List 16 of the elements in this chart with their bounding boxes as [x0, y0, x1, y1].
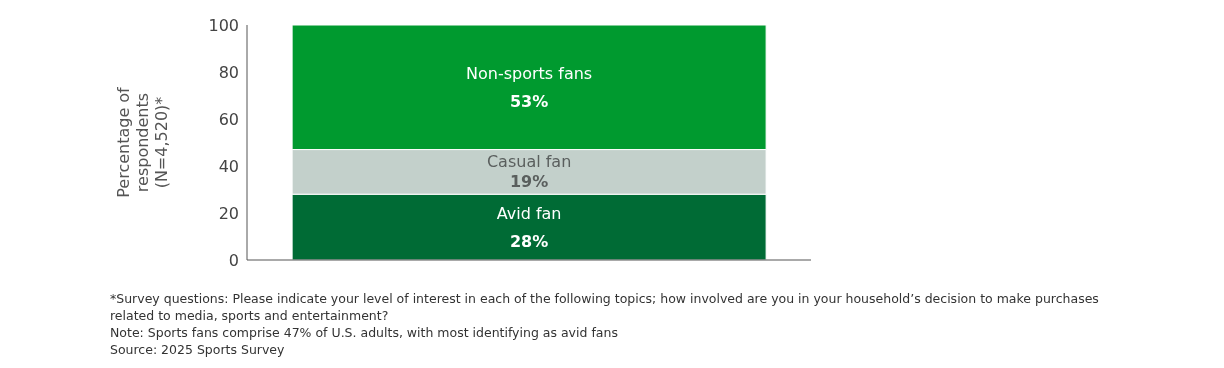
text: *Survey questions: Please indicate your level of interest in each of the following topics; how involved are you in your household’s decision to make purchases related to media, sports and entertainment? — [110, 290, 1100, 324]
y-tick-label: 40 — [218, 156, 239, 176]
y-tick-label: 100 — [208, 15, 239, 35]
data-label: 28% — [509, 231, 549, 251]
y-tick-label: 0 — [228, 250, 239, 270]
y-tick-label: 20 — [218, 203, 239, 223]
data-label: 19% — [509, 172, 549, 192]
text: Note: Sports fans comprise 47% of U.S. adults, with most identifying as avid fans — [110, 324, 619, 341]
data-label: 53% — [509, 91, 549, 111]
y-tick-label: 60 — [218, 109, 239, 129]
series-label: Casual fan — [486, 152, 572, 172]
series-label: Non-sports fans — [466, 63, 593, 83]
y-axis-title: Percentage of respondents (N=4,520)* — [114, 86, 171, 198]
y-tick-label: 80 — [218, 62, 239, 82]
series-label: Avid fan — [496, 203, 562, 223]
source-note: Source: 2025 Sports Survey — [110, 341, 286, 358]
